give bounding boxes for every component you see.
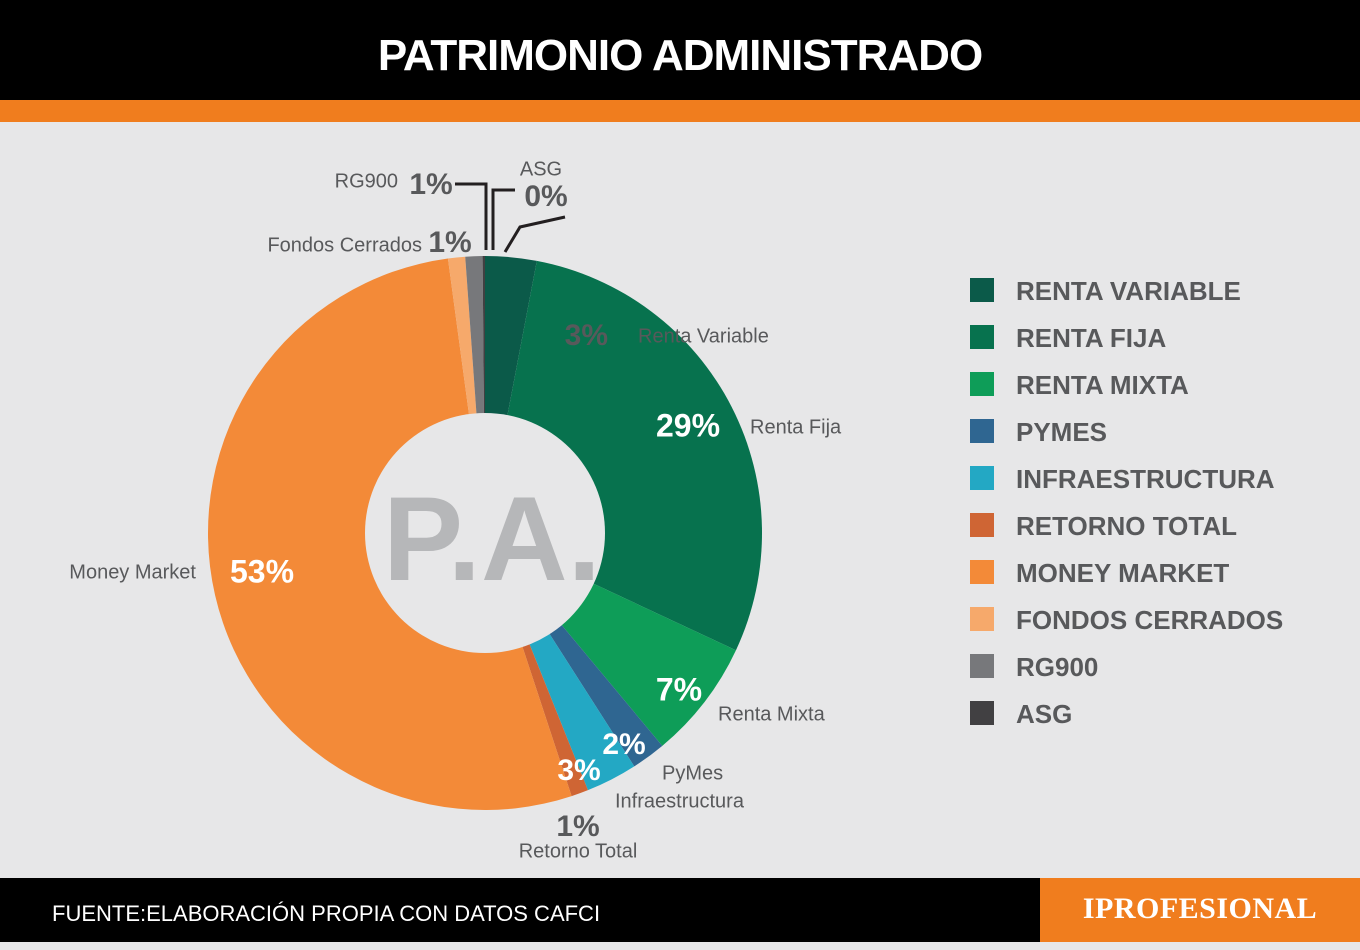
- leader-line-asg: [491, 188, 515, 250]
- legend-swatch: [970, 278, 994, 302]
- legend-swatch: [970, 513, 994, 537]
- legend-label: MONEY MARKET: [1016, 558, 1230, 588]
- value-label-fondos-cerrados: 1%: [428, 226, 471, 259]
- category-label-fondos-cerrados: Fondos Cerrados: [267, 234, 422, 256]
- brand-logo: IPROFESIONAL: [1082, 892, 1318, 925]
- legend-label: FONDOS CERRADOS: [1016, 605, 1284, 635]
- legend-label: RG900: [1016, 652, 1099, 682]
- legend-label: PYMES: [1016, 417, 1108, 447]
- legend-label: RENTA VARIABLE: [1016, 276, 1241, 306]
- value-label-renta-fija: 29%: [656, 407, 720, 443]
- legend-item-fondos-cerrados: FONDOS CERRADOS: [970, 605, 1330, 652]
- category-label-infraestructura: Infraestructura: [615, 790, 745, 812]
- legend: RENTA VARIABLE RENTA FIJA RENTA MIXTA PYMES…: [970, 276, 1330, 746]
- leader-lines: [455, 182, 566, 253]
- source-note: FUENTE:ELABORACIÓN PROPIA CON DATOS CAFC…: [52, 901, 601, 926]
- category-label-rg900: RG900: [335, 170, 398, 192]
- legend-swatch: [970, 560, 994, 584]
- header-accent-stripe: [0, 100, 1360, 122]
- value-label-retorno-total: 1%: [556, 810, 599, 843]
- leader-line-renta-variable: [503, 215, 566, 253]
- legend-item-rg900: RG900: [970, 652, 1330, 699]
- value-label-infraestructura: 3%: [557, 754, 600, 787]
- category-label-asg: ASG: [520, 158, 562, 180]
- legend-label: RETORNO TOTAL: [1016, 511, 1237, 541]
- chart-area: P.A. 3% Renta Variable 29% Renta Fija 7% Rent…: [0, 122, 1360, 878]
- value-label-renta-mixta: 7%: [656, 671, 702, 707]
- value-label-asg: 0%: [524, 180, 567, 213]
- value-label-rg900: 1%: [409, 168, 452, 201]
- donut-chart: P.A. 3% Renta Variable 29% Renta Fija 7% Rent…: [69, 158, 842, 862]
- value-label-pymes: 2%: [602, 728, 645, 761]
- chart-title: PATRIMONIO ADMINISTRADO: [377, 31, 983, 80]
- legend-item-renta-mixta: RENTA MIXTA: [970, 370, 1330, 417]
- legend-label: RENTA FIJA: [1016, 323, 1167, 353]
- legend-item-renta-fija: RENTA FIJA: [970, 323, 1330, 370]
- legend-swatch: [970, 466, 994, 490]
- slice-labels: 3% Renta Variable 29% Renta Fija 7% Renta Mix…: [69, 158, 842, 862]
- legend-item-money-market: MONEY MARKET: [970, 558, 1330, 605]
- legend-item-infraestructura: INFRAESTRUCTURA: [970, 464, 1330, 511]
- brand-box: [1040, 878, 1360, 942]
- legend-swatch: [970, 701, 994, 725]
- donut-hole: [365, 413, 605, 653]
- legend-swatch: [970, 607, 994, 631]
- category-label-pymes: PyMes: [662, 762, 723, 784]
- category-label-renta-variable: Renta Variable: [638, 325, 769, 347]
- category-label-renta-mixta: Renta Mixta: [718, 703, 826, 725]
- legend-item-pymes: PYMES: [970, 417, 1330, 464]
- legend-label: RENTA MIXTA: [1016, 370, 1189, 400]
- legend-item-asg: ASG: [970, 699, 1330, 746]
- legend-swatch: [970, 325, 994, 349]
- legend-label: ASG: [1016, 699, 1073, 729]
- category-label-money-market: Money Market: [69, 561, 196, 583]
- legend-item-renta-variable: RENTA VARIABLE: [970, 276, 1330, 323]
- category-label-retorno-total: Retorno Total: [519, 840, 638, 862]
- header-bar: [0, 0, 1360, 100]
- value-label-renta-variable: 3%: [565, 319, 608, 352]
- value-label-money-market: 53%: [230, 553, 294, 589]
- legend-label: INFRAESTRUCTURA: [1016, 464, 1275, 494]
- legend-swatch: [970, 654, 994, 678]
- center-label: P.A.: [383, 472, 601, 606]
- category-label-renta-fija: Renta Fija: [750, 416, 842, 438]
- legend-swatch: [970, 419, 994, 443]
- legend-swatch: [970, 372, 994, 396]
- leader-line-rg900: [455, 182, 488, 250]
- legend-item-retorno-total: RETORNO TOTAL: [970, 511, 1330, 558]
